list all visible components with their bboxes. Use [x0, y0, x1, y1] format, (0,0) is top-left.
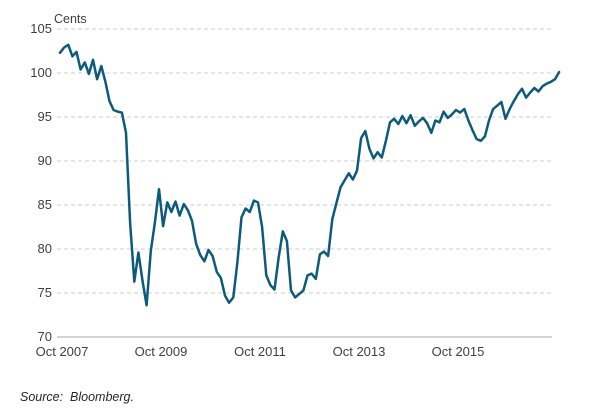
- y-tick-label: 100: [30, 65, 52, 80]
- source-note: Source: Bloomberg.: [20, 390, 134, 404]
- x-tick-label: Oct 2009: [134, 344, 188, 359]
- y-tick-label: 70: [37, 329, 52, 344]
- y-tick-label: 90: [37, 153, 52, 168]
- x-tick-label: Oct 2007: [35, 344, 89, 359]
- y-tick-label: 105: [30, 21, 52, 36]
- y-tick-label: 75: [37, 285, 52, 300]
- x-tick-label: Oct 2011: [234, 344, 286, 359]
- y-axis-unit-label: Cents: [54, 12, 87, 26]
- x-tick-label: Oct 2013: [332, 344, 386, 359]
- y-tick-label: 85: [37, 197, 52, 212]
- gridlines: [57, 28, 552, 338]
- y-tick-label: 95: [37, 109, 52, 124]
- x-tick-label: Oct 2015: [431, 344, 485, 359]
- price-line: [58, 43, 561, 307]
- y-tick-label: 80: [37, 241, 52, 256]
